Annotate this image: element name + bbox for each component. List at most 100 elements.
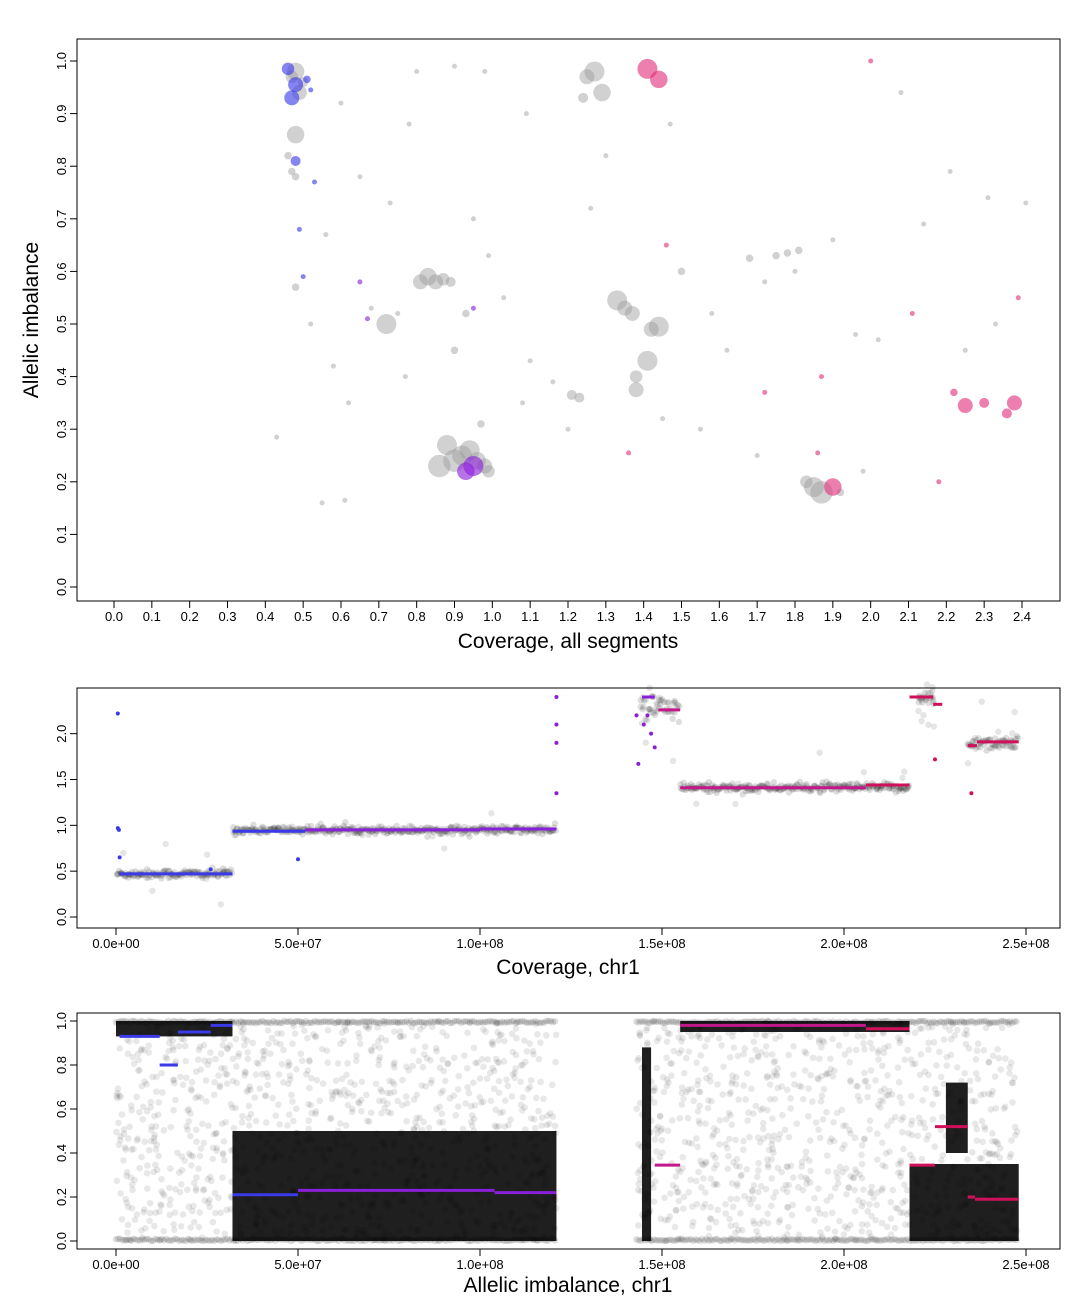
snp-point <box>740 1082 747 1089</box>
coverage-bin-point <box>408 823 416 830</box>
snp-point <box>916 1071 924 1079</box>
snp-point <box>366 1018 373 1026</box>
snp-point <box>634 1222 642 1229</box>
snp-point <box>509 1153 516 1160</box>
snp-point <box>741 1192 748 1200</box>
snp-point <box>300 1147 307 1155</box>
snp-point <box>838 1106 846 1114</box>
snp-point <box>877 1087 885 1095</box>
snp-point <box>204 1019 212 1027</box>
y-tick-label: 1.0 <box>54 52 69 70</box>
y-tick-label: 0.0 <box>54 908 69 926</box>
snp-point <box>846 1058 853 1066</box>
snp-point <box>166 1030 173 1037</box>
y-tick-label: 0.6 <box>54 1100 69 1118</box>
snp-point <box>977 1225 985 1233</box>
snp-point <box>894 1205 902 1212</box>
snp-point <box>112 1019 120 1026</box>
snp-point <box>335 1018 342 1026</box>
snp-point <box>860 1186 867 1193</box>
snp-point <box>858 1151 865 1159</box>
snp-point <box>255 1181 262 1188</box>
snp-point <box>245 1018 253 1026</box>
snp-point <box>961 1181 969 1188</box>
snp-point <box>971 1120 979 1128</box>
snp-point <box>361 1237 369 1245</box>
snp-point <box>391 1064 398 1071</box>
snp-point <box>444 1059 452 1067</box>
snp-point <box>459 1235 467 1243</box>
coverage-bin-point <box>350 829 357 837</box>
snp-point <box>495 1077 503 1085</box>
snp-point <box>405 1019 412 1027</box>
snp-point <box>858 1228 866 1235</box>
y-tick-label: 0.3 <box>54 420 69 438</box>
snp-point <box>706 1072 714 1080</box>
snp-point <box>648 1157 655 1164</box>
snp-point <box>190 1218 198 1226</box>
coverage-bin-point <box>702 781 709 788</box>
snp-point <box>842 1030 850 1037</box>
coverage-bin-point <box>651 706 659 713</box>
coverage-bin-point <box>1011 744 1018 752</box>
snp-point <box>498 1031 505 1038</box>
snp-point <box>136 1237 144 1244</box>
snp-point <box>908 1131 916 1139</box>
snp-point <box>507 1116 514 1123</box>
snp-point <box>375 1056 383 1064</box>
snp-point <box>309 1136 317 1144</box>
snp-point <box>478 1055 486 1063</box>
snp-point <box>877 1097 884 1104</box>
snp-point <box>732 1229 739 1237</box>
snp-point <box>824 1225 831 1232</box>
snp-point <box>377 1223 384 1230</box>
snp-point <box>529 1019 537 1026</box>
coverage-bin-point <box>145 874 152 881</box>
snp-point <box>157 1201 164 1208</box>
snp-point <box>856 1097 864 1104</box>
snp-point <box>180 1036 188 1043</box>
snp-point <box>255 1208 263 1215</box>
coverage-bin-point <box>204 851 211 858</box>
snp-point <box>973 1047 981 1055</box>
snp-point <box>291 1018 299 1026</box>
snp-point <box>326 1146 333 1154</box>
snp-point <box>216 1083 224 1091</box>
x-tick-label: 2.5e+08 <box>1002 1257 1049 1272</box>
snp-point <box>398 1197 405 1205</box>
snp-point <box>380 1097 387 1105</box>
snp-point <box>187 1085 195 1093</box>
scatter-point <box>419 267 437 286</box>
snp-point <box>783 1163 791 1170</box>
snp-point <box>379 1236 386 1243</box>
snp-point <box>753 1227 760 1235</box>
snp-point <box>192 1187 200 1195</box>
snp-point <box>302 1235 310 1243</box>
snp-point <box>139 1103 147 1111</box>
snp-point <box>943 1062 951 1069</box>
snp-point <box>492 1236 500 1244</box>
snp-point <box>985 1151 993 1158</box>
snp-point <box>763 1072 771 1080</box>
snp-point <box>163 1055 171 1063</box>
snp-point <box>512 1236 519 1243</box>
snp-point <box>254 1148 262 1155</box>
snp-point <box>489 1064 496 1072</box>
snp-point <box>648 1181 655 1188</box>
snp-point <box>891 1224 899 1232</box>
snp-point <box>137 1047 145 1054</box>
snp-point <box>138 1018 146 1025</box>
snp-point <box>160 1237 168 1244</box>
snp-point <box>852 1166 859 1173</box>
snp-point <box>412 1134 419 1141</box>
snp-point <box>413 1155 421 1163</box>
snp-point <box>939 1152 947 1159</box>
coverage-bin-point <box>221 867 229 874</box>
snp-point <box>501 1097 509 1104</box>
snp-point <box>114 1085 122 1092</box>
snp-point <box>806 1033 814 1041</box>
snp-point <box>495 1122 503 1130</box>
snp-point <box>413 1032 421 1040</box>
snp-point <box>244 1049 251 1056</box>
snp-point <box>138 1227 145 1234</box>
